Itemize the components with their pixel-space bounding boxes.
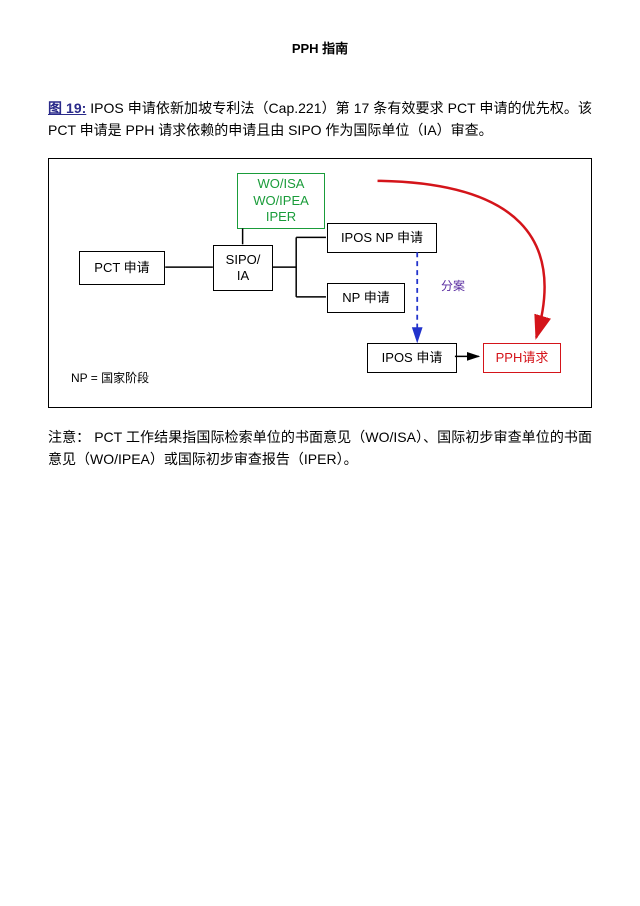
figure-caption-text: IPOS 申请依新加坡专利法（Cap.221）第 17 条有效要求 PCT 申请… <box>48 100 592 138</box>
node-np: NP 申请 <box>327 283 405 313</box>
node-sipo-ia: SIPO/ IA <box>213 245 273 291</box>
content-area: 图 19: IPOS 申请依新加坡专利法（Cap.221）第 17 条有效要求 … <box>0 57 640 471</box>
figure-caption: 图 19: IPOS 申请依新加坡专利法（Cap.221）第 17 条有效要求 … <box>48 97 592 142</box>
node-ipos-np: IPOS NP 申请 <box>327 223 437 253</box>
header-title: PPH 指南 <box>292 41 348 56</box>
page-header: PPH 指南 <box>0 0 640 57</box>
figure-label: 图 19: <box>48 100 86 116</box>
node-pph: PPH请求 <box>483 343 561 373</box>
note-text: PCT 工作结果指国际检索单位的书面意见（WO/ISA）、国际初步审查单位的书面… <box>48 429 592 467</box>
edge-label-divisional: 分案 <box>441 277 465 294</box>
node-ipos: IPOS 申请 <box>367 343 457 373</box>
note-paragraph: 注意： PCT 工作结果指国际检索单位的书面意见（WO/ISA）、国际初步审查单… <box>48 426 592 471</box>
node-pct: PCT 申请 <box>79 251 165 285</box>
np-legend: NP = 国家阶段 <box>71 369 149 386</box>
node-wo-isa: WO/ISA WO/IPEA IPER <box>237 173 325 229</box>
diagram-frame: WO/ISA WO/IPEA IPER PCT 申请 SIPO/ IA IPOS… <box>48 158 592 408</box>
note-prefix: 注意： <box>48 429 90 445</box>
